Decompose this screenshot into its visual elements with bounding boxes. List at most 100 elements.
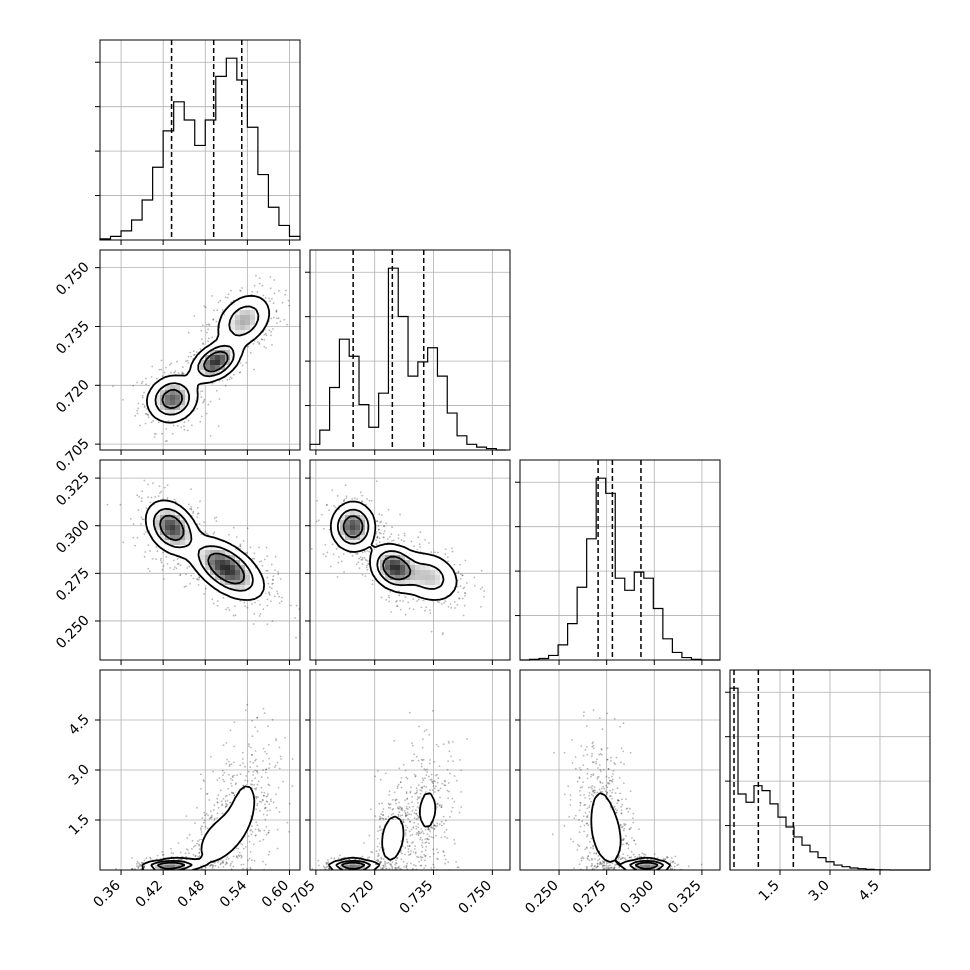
- scatter-point: [251, 735, 254, 738]
- scatter-point: [224, 806, 227, 809]
- density-cell: [340, 540, 346, 546]
- scatter-point: [266, 598, 269, 601]
- scatter-point: [221, 861, 224, 864]
- scatter-point: [405, 866, 407, 869]
- density-cell: [165, 375, 171, 381]
- density-cell: [175, 525, 181, 531]
- scatter-point: [183, 428, 186, 431]
- scatter-point: [147, 414, 150, 417]
- density-cell: [370, 565, 376, 571]
- density-cell: [155, 415, 161, 421]
- scatter-point: [141, 395, 144, 397]
- scatter-point: [263, 345, 266, 348]
- scatter-point: [399, 608, 402, 611]
- scatter-point: [403, 534, 406, 537]
- scatter-point: [391, 540, 393, 542]
- density-fill: [330, 500, 456, 601]
- scatter-point: [336, 576, 339, 578]
- scatter-point: [215, 520, 218, 522]
- scatter-point: [379, 862, 382, 865]
- density-cell: [245, 580, 251, 586]
- scatter-point: [331, 489, 334, 492]
- scatter-point: [378, 513, 381, 516]
- density-cell: [225, 335, 231, 341]
- density-cell: [220, 570, 226, 576]
- scatter-point: [378, 528, 380, 531]
- scatter-point: [436, 600, 439, 603]
- scatter-point: [265, 347, 267, 349]
- scatter-point: [161, 854, 164, 856]
- scatter-point: [376, 536, 379, 539]
- density-cell: [165, 415, 171, 421]
- scatter-point: [269, 287, 272, 290]
- contour-level-2: [159, 514, 246, 585]
- density-cell: [210, 540, 216, 546]
- density-cell: [200, 540, 206, 546]
- scatter-point: [263, 794, 265, 797]
- density-cell: [260, 310, 266, 316]
- scatter-point: [382, 817, 384, 820]
- scatter-point: [171, 432, 174, 435]
- scatter-point: [200, 827, 202, 830]
- scatter-point: [155, 433, 157, 435]
- scatter-point: [209, 435, 212, 437]
- density-cell: [235, 340, 241, 346]
- scatter-point: [364, 550, 366, 553]
- scatter-point: [143, 479, 146, 482]
- scatter-point: [112, 385, 114, 388]
- scatter-point: [265, 332, 267, 335]
- density-cell: [180, 535, 186, 541]
- density-cell: [390, 545, 396, 551]
- scatter-point: [196, 577, 199, 580]
- scatter-point: [375, 532, 378, 535]
- scatter-point: [260, 560, 263, 562]
- scatter-point: [248, 857, 251, 860]
- density-cell: [210, 560, 216, 566]
- scatter-point: [234, 605, 236, 607]
- scatter-point: [258, 615, 261, 617]
- scatter-point: [244, 605, 247, 608]
- density-cell: [200, 560, 206, 566]
- scatter-point: [379, 817, 382, 820]
- density-cell: [225, 575, 231, 581]
- scatter-point: [249, 766, 252, 769]
- density-cell: [415, 570, 421, 576]
- scatter-point: [395, 802, 397, 805]
- scatter-point: [337, 561, 340, 564]
- contour-level-2: [161, 350, 229, 410]
- scatter-point: [326, 504, 328, 507]
- density-cell: [160, 520, 166, 526]
- scatter-point: [388, 867, 391, 870]
- scatter-point: [262, 838, 265, 841]
- scatter-point: [382, 532, 385, 535]
- density-cell: [240, 830, 246, 836]
- scatter-point: [256, 291, 259, 293]
- density-cell: [250, 300, 256, 306]
- density-cell: [235, 560, 241, 566]
- density-cell: [165, 410, 171, 416]
- density-cell: [235, 595, 241, 601]
- density-cell: [190, 540, 196, 546]
- scatter-point: [232, 614, 235, 617]
- scatter-point: [179, 573, 182, 576]
- density-cell: [240, 315, 246, 321]
- scatter-point: [335, 547, 338, 550]
- density-cell: [425, 580, 431, 586]
- density-cell: [195, 860, 201, 866]
- scatter-point: [380, 860, 383, 863]
- density-cell: [410, 590, 416, 596]
- scatter-point: [224, 296, 227, 299]
- density-cell: [240, 820, 246, 826]
- scatter-point: [227, 606, 230, 609]
- density-cell: [400, 580, 406, 586]
- scatter-point: [389, 536, 391, 538]
- scatter-point: [386, 538, 389, 540]
- scatter-point: [160, 557, 162, 560]
- scatter-point: [382, 808, 385, 810]
- density-cell: [400, 555, 406, 561]
- density-cell: [245, 335, 251, 341]
- scatter-point: [382, 868, 384, 870]
- density-cell: [350, 510, 356, 516]
- density-cell: [225, 845, 231, 851]
- scatter-point: [229, 801, 232, 804]
